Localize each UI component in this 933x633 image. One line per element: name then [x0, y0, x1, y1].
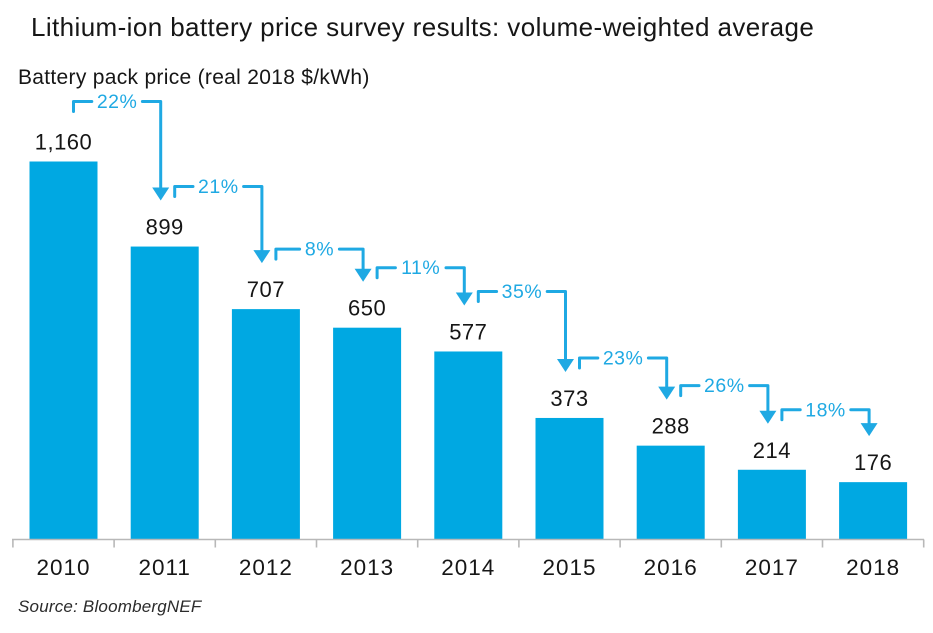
x-axis-label: 2016 [644, 555, 698, 580]
x-axis-label: 2017 [745, 555, 799, 580]
down-arrow-icon [759, 410, 777, 424]
bar-value-label: 1,160 [35, 130, 93, 155]
pct-bracket-arrow-line [337, 247, 365, 272]
pct-bracket-arrow-line [444, 266, 466, 295]
x-axis-label: 2018 [846, 555, 900, 580]
bar-value-label: 899 [146, 215, 184, 240]
bar-2017 [737, 469, 806, 540]
pct-bracket-left [780, 408, 802, 422]
down-arrow-icon [152, 187, 170, 201]
bar-value-label: 288 [652, 414, 690, 439]
down-arrow-icon [557, 358, 574, 372]
down-arrow-icon [658, 386, 676, 400]
pct-decline-label: 18% [805, 399, 846, 421]
bar-value-label: 707 [247, 277, 285, 302]
bar-2018 [839, 482, 908, 540]
pct-bracket-left [476, 289, 499, 303]
bar-2012 [231, 309, 300, 540]
bar-value-label: 650 [348, 296, 386, 321]
pct-bracket-arrow-line [849, 408, 871, 426]
pct-bracket-arrow-line [545, 289, 567, 362]
pct-bracket-arrow-line [140, 100, 163, 191]
bar-2015 [535, 417, 604, 540]
pct-bracket-left [375, 266, 397, 280]
pct-bracket-arrow-line [748, 384, 770, 414]
bar-value-label: 214 [753, 438, 791, 463]
pct-bracket-left [72, 100, 94, 113]
pct-decline-label: 11% [401, 257, 440, 279]
chart-title: Lithium-ion battery price survey results… [31, 12, 815, 42]
bar-2010 [29, 161, 98, 540]
pct-decline-label: 21% [198, 176, 239, 198]
down-arrow-icon [354, 268, 372, 282]
x-axis-label: 2015 [542, 555, 596, 580]
source-note: Source: BloombergNEF [18, 597, 202, 616]
down-arrow-icon [860, 423, 878, 437]
bar-value-label: 373 [550, 386, 588, 411]
x-axis-label: 2010 [36, 555, 90, 580]
bar-value-label: 577 [449, 319, 487, 344]
pct-bracket-left [679, 384, 701, 398]
pct-bracket-left [274, 247, 302, 261]
bar-2011 [130, 246, 199, 540]
bar-value-label: 176 [854, 450, 892, 475]
pct-bracket-left [173, 185, 195, 199]
pct-decline-label: 22% [97, 91, 138, 113]
bar-2013 [333, 327, 402, 540]
x-axis-label: 2013 [340, 555, 394, 580]
chart-subtitle: Battery pack price (real 2018 $/kWh) [18, 66, 370, 89]
pct-decline-label: 8% [305, 239, 334, 261]
bar-2014 [434, 351, 503, 540]
pct-bracket-arrow-line [242, 185, 264, 253]
down-arrow-icon [253, 250, 271, 264]
pct-decline-label: 26% [704, 375, 745, 397]
x-axis-label: 2011 [139, 555, 191, 580]
pct-bracket-arrow-line [646, 356, 669, 390]
x-axis-label: 2012 [239, 555, 293, 580]
pct-decline-label: 23% [603, 347, 644, 369]
pct-bracket-left [578, 356, 600, 370]
down-arrow-icon [455, 292, 473, 306]
bar-2016 [636, 445, 705, 540]
pct-decline-label: 35% [502, 281, 543, 303]
x-axis-label: 2014 [441, 555, 495, 580]
